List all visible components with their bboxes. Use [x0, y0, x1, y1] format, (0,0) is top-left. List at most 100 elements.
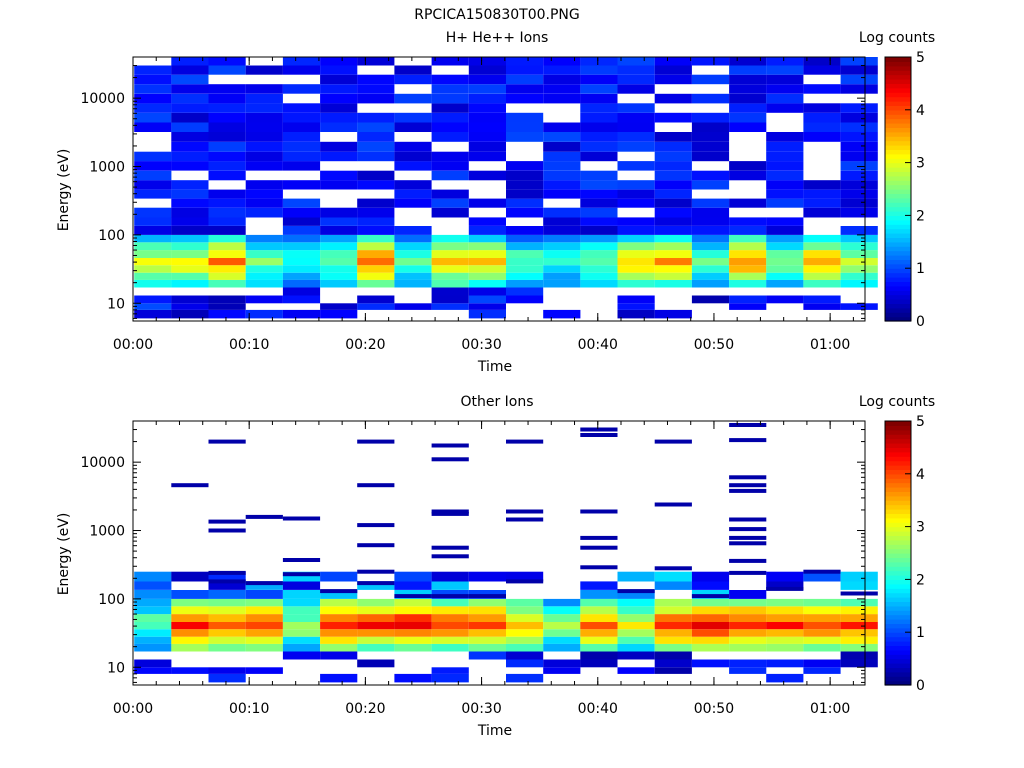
heatmap-cell [171, 636, 209, 644]
heatmap-cell [320, 643, 358, 652]
heatmap-cell [171, 132, 209, 142]
heatmap-line [208, 528, 246, 533]
colorbar-tick-label: 5 [916, 50, 925, 66]
heatmap-cell [171, 621, 209, 630]
heatmap-cell [729, 226, 767, 235]
heatmap-cell [357, 170, 395, 181]
colorbar-segment [885, 641, 911, 646]
heatmap-cell [729, 659, 767, 668]
heatmap-cell [617, 74, 655, 85]
panel-title: H+ He++ Ions [446, 30, 549, 46]
heatmap-cell [468, 303, 506, 310]
heatmap-cell [171, 309, 209, 319]
heatmap-cell [766, 198, 804, 208]
colorbar-segment [885, 526, 911, 532]
colorbar-segment [885, 237, 911, 243]
heatmap-cell [766, 257, 804, 266]
heatmap-cell [134, 170, 172, 181]
x-tick-label: 00:40 [578, 337, 618, 353]
heatmap-line [580, 433, 618, 437]
heatmap-cell [654, 93, 692, 104]
heatmap-cell [803, 629, 841, 637]
heatmap-cell [840, 242, 878, 251]
heatmap-cell [245, 198, 283, 208]
heatmap-line [803, 569, 841, 574]
heatmap-cell [580, 132, 618, 142]
colorbar-segment [885, 627, 911, 633]
heatmap-cell [171, 226, 209, 235]
heatmap-cell [766, 673, 804, 683]
colorbar-segment [885, 473, 911, 479]
heatmap-cell [208, 636, 246, 644]
heatmap-line [729, 558, 767, 563]
heatmap-cell [394, 234, 432, 243]
colorbar-segment [885, 429, 911, 435]
heatmap-cell [729, 170, 767, 181]
heatmap-cell [840, 132, 878, 142]
heatmap-cell [543, 234, 581, 243]
heatmap-cell [840, 651, 878, 660]
x-tick-label: 00:30 [461, 701, 501, 717]
heatmap-cell [320, 598, 358, 607]
heatmap-cell [654, 272, 692, 280]
heatmap-cell [282, 629, 321, 637]
heatmap-cell [320, 279, 358, 288]
colorbar-segment [885, 482, 911, 488]
heatmap-cell [506, 65, 544, 75]
heatmap-cell [617, 189, 655, 199]
heatmap-cell [654, 651, 692, 660]
heatmap-cell [394, 74, 432, 85]
heatmap-cell [617, 234, 655, 243]
heatmap-cell [543, 180, 581, 190]
heatmap-cell [394, 226, 432, 235]
heatmap-cell [282, 295, 321, 304]
heatmap-line [357, 543, 395, 548]
heatmap-cell [394, 257, 432, 266]
heatmap-cell [171, 265, 209, 273]
heatmap-cell [729, 93, 767, 104]
heatmap-cell [617, 141, 655, 152]
heatmap-cell [729, 279, 767, 288]
heatmap-cell [840, 57, 878, 66]
heatmap-cell [766, 571, 804, 582]
heatmap-cell [245, 161, 283, 171]
heatmap-cell [468, 74, 506, 85]
colorbar-segment [885, 109, 911, 115]
heatmap-cell [468, 151, 506, 162]
heatmap-line [468, 594, 506, 599]
heatmap-cell [729, 643, 767, 652]
heatmap-cell [208, 571, 246, 582]
heatmap-cell [691, 207, 730, 218]
heatmap-cell [320, 151, 358, 162]
colorbar-segment [885, 605, 911, 611]
x-tick-label: 00:00 [113, 701, 153, 717]
heatmap-cell [506, 643, 544, 652]
heatmap-cell [506, 93, 544, 104]
heatmap-cell [617, 217, 655, 226]
heatmap-cell [506, 122, 544, 132]
heatmap-cell [431, 295, 469, 304]
heatmap-cell [691, 74, 730, 85]
colorbar-frame [884, 56, 912, 322]
heatmap-cell [543, 84, 581, 94]
heatmap-cell [506, 250, 544, 258]
heatmap-cell [654, 217, 692, 226]
colorbar-segment [885, 246, 911, 252]
colorbar-segment [885, 460, 911, 466]
colorbar-segment [885, 197, 911, 203]
heatmap-cell [357, 74, 395, 85]
heatmap-cell [134, 643, 172, 652]
heatmap-cell [431, 606, 469, 615]
heatmap-cell [208, 643, 246, 652]
heatmap-cell [468, 309, 506, 319]
heatmap-cell [282, 651, 321, 660]
heatmap-cell [282, 141, 321, 152]
heatmap-cell [431, 272, 469, 280]
colorbar-segment [885, 211, 911, 216]
heatmap-cell [803, 667, 841, 674]
heatmap-cell [208, 303, 246, 310]
heatmap-cell [803, 621, 841, 630]
heatmap-cell [617, 636, 655, 644]
heatmap-cell [171, 207, 209, 218]
heatmap-cell [654, 309, 692, 319]
